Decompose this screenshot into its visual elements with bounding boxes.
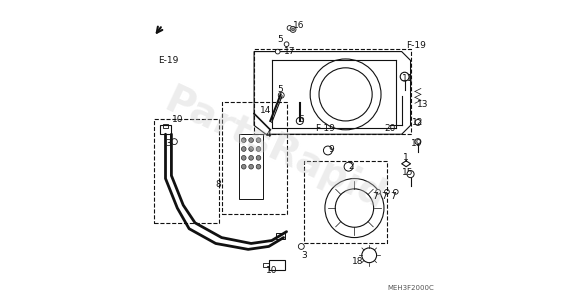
Circle shape: [384, 190, 389, 194]
Text: 12: 12: [412, 118, 424, 127]
Text: 7: 7: [381, 192, 387, 201]
Text: 15: 15: [402, 168, 413, 177]
Bar: [304, 161, 387, 243]
Circle shape: [407, 170, 414, 178]
Text: 11: 11: [402, 74, 413, 83]
Text: 4: 4: [266, 130, 272, 139]
Text: 9: 9: [328, 145, 334, 153]
Bar: [263, 263, 269, 267]
Circle shape: [287, 26, 292, 30]
Circle shape: [241, 156, 246, 160]
Circle shape: [276, 49, 280, 54]
Text: 1: 1: [403, 153, 409, 162]
Text: 6: 6: [298, 115, 304, 124]
Text: 5: 5: [278, 86, 284, 94]
Text: MEH3F2000C: MEH3F2000C: [387, 285, 434, 291]
Bar: [153, 119, 219, 223]
Circle shape: [415, 139, 421, 145]
Bar: [269, 260, 285, 270]
Circle shape: [376, 190, 380, 194]
Text: 3: 3: [166, 139, 171, 148]
Text: 13: 13: [417, 100, 428, 109]
Bar: [254, 49, 411, 134]
Circle shape: [249, 138, 254, 142]
Circle shape: [290, 27, 296, 32]
Text: 10: 10: [171, 115, 183, 124]
Circle shape: [256, 147, 261, 151]
Bar: [276, 233, 285, 239]
Circle shape: [249, 156, 254, 160]
Circle shape: [256, 156, 261, 160]
Circle shape: [171, 139, 177, 145]
Text: E-19: E-19: [158, 56, 179, 65]
Circle shape: [249, 147, 254, 151]
Circle shape: [241, 164, 246, 169]
Text: 7: 7: [390, 192, 395, 201]
Text: 17: 17: [284, 47, 295, 56]
Circle shape: [400, 72, 409, 81]
Circle shape: [256, 138, 261, 142]
Circle shape: [256, 164, 261, 169]
Circle shape: [284, 42, 289, 46]
Text: 8: 8: [216, 180, 222, 189]
Text: 7: 7: [372, 192, 378, 201]
Circle shape: [296, 117, 303, 125]
Circle shape: [278, 92, 284, 98]
Text: 10: 10: [266, 266, 277, 274]
Bar: [239, 134, 263, 199]
Text: F-19: F-19: [406, 41, 426, 50]
Circle shape: [324, 146, 332, 155]
Text: 20: 20: [384, 124, 395, 133]
Circle shape: [292, 28, 295, 31]
Text: 14: 14: [260, 106, 272, 115]
Circle shape: [393, 190, 398, 194]
Text: 5: 5: [278, 35, 284, 44]
Circle shape: [298, 243, 304, 249]
Circle shape: [249, 164, 254, 169]
Circle shape: [241, 138, 246, 142]
Text: F-19: F-19: [315, 124, 335, 133]
Circle shape: [241, 147, 246, 151]
Text: 2: 2: [349, 162, 354, 171]
Text: 19: 19: [411, 139, 422, 148]
Bar: [160, 125, 171, 134]
Bar: [163, 124, 168, 128]
Text: 18: 18: [351, 257, 363, 266]
Bar: [222, 102, 287, 214]
Text: PartsRapid: PartsRapid: [158, 81, 391, 217]
Text: 16: 16: [292, 21, 304, 30]
Circle shape: [415, 119, 421, 125]
Text: 3: 3: [302, 251, 307, 260]
Circle shape: [344, 162, 353, 171]
